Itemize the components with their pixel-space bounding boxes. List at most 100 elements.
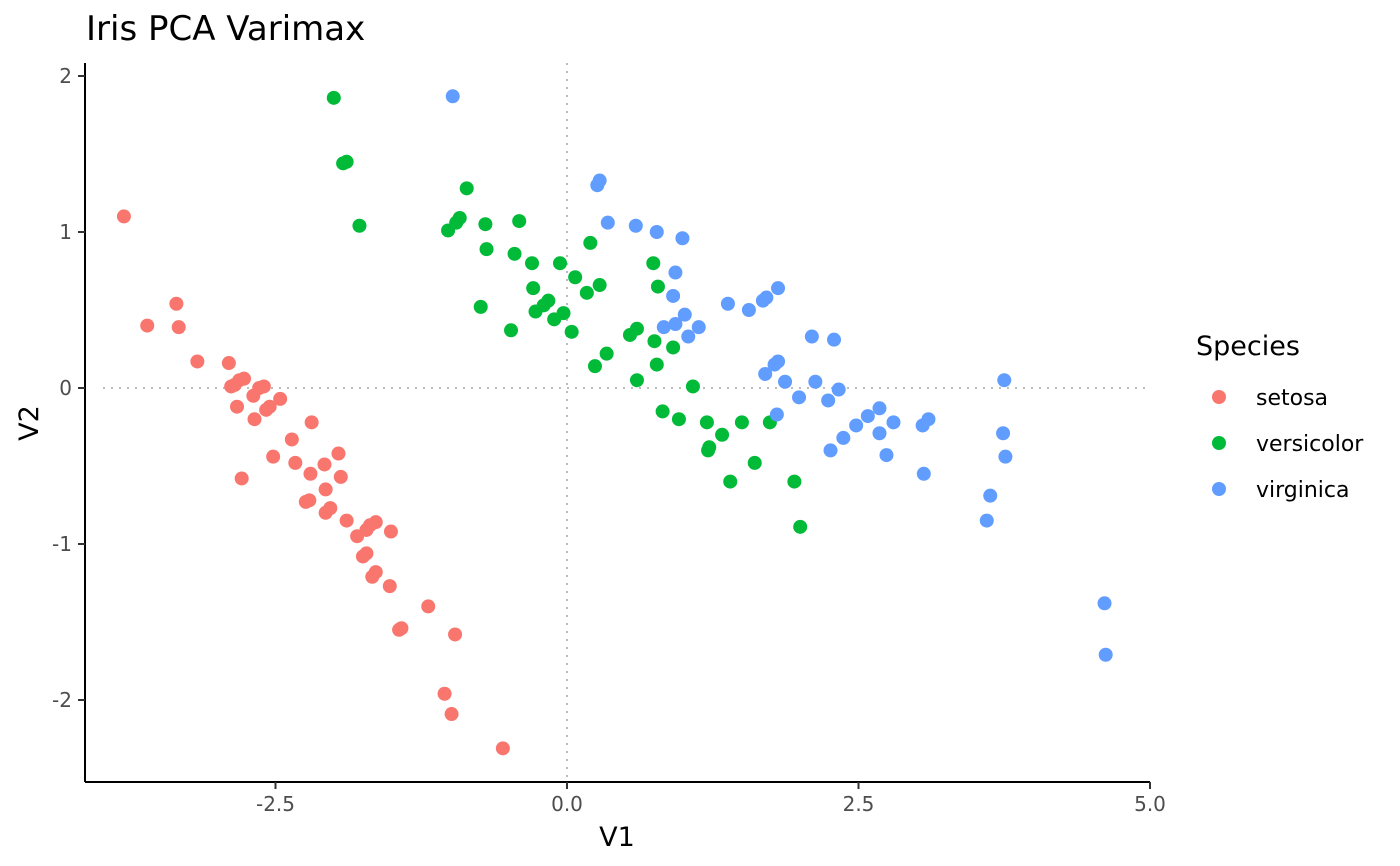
data-point-virginica — [675, 231, 690, 246]
data-point-virginica — [804, 329, 819, 344]
data-point-versicolor — [553, 256, 568, 271]
legend-swatch — [1212, 436, 1226, 450]
data-point-virginica — [979, 513, 994, 528]
data-point-versicolor — [715, 427, 730, 442]
data-point-virginica — [872, 426, 887, 441]
data-point-setosa — [256, 379, 271, 394]
y-tick-label: 1 — [59, 220, 72, 244]
data-point-virginica — [668, 265, 683, 280]
data-point-virginica — [792, 390, 807, 405]
data-point-versicolor — [702, 440, 717, 455]
y-tick-label: -1 — [52, 532, 72, 556]
data-point-versicolor — [699, 415, 714, 430]
data-point-virginica — [860, 409, 875, 424]
data-point-versicolor — [685, 379, 700, 394]
data-point-versicolor — [479, 242, 494, 257]
legend-label: virginica — [1256, 478, 1350, 503]
data-point-virginica — [758, 366, 773, 381]
series-setosa — [116, 209, 510, 756]
data-point-virginica — [771, 281, 786, 296]
data-point-versicolor — [787, 474, 802, 489]
data-point-setosa — [284, 432, 299, 447]
data-point-versicolor — [339, 154, 354, 169]
data-point-setosa — [116, 209, 131, 224]
data-point-virginica — [592, 173, 607, 188]
data-point-virginica — [836, 430, 851, 445]
data-point-setosa — [302, 493, 317, 508]
data-point-versicolor — [723, 474, 738, 489]
data-point-setosa — [323, 501, 338, 516]
data-point-virginica — [628, 218, 643, 233]
data-point-virginica — [997, 373, 1012, 388]
data-point-versicolor — [587, 359, 602, 374]
data-point-virginica — [741, 303, 756, 317]
data-point-setosa — [448, 627, 463, 642]
data-point-setosa — [359, 546, 374, 561]
data-point-setosa — [333, 469, 348, 484]
data-point-versicolor — [734, 415, 749, 430]
legend-item-setosa: setosa — [1212, 386, 1328, 411]
data-point-versicolor — [666, 340, 681, 355]
data-point-virginica — [886, 415, 901, 430]
x-tick-label: -2.5 — [256, 792, 295, 816]
data-point-virginica — [600, 215, 615, 230]
data-point-versicolor — [507, 246, 522, 261]
data-point-setosa — [262, 399, 277, 414]
data-point-setosa — [234, 471, 249, 486]
legend-swatch — [1212, 482, 1226, 496]
data-point-virginica — [916, 466, 931, 481]
data-point-virginica — [921, 412, 936, 427]
data-point-versicolor — [512, 214, 527, 229]
ticks: -2.5 0.0 2.5 5.0 -2 -1 0 1 2 — [52, 64, 1166, 816]
legend-item-versicolor: versicolor — [1212, 432, 1364, 457]
data-point-versicolor — [592, 278, 607, 293]
data-point-virginica — [821, 393, 836, 408]
chart-title: Iris PCA Varimax — [86, 9, 365, 49]
series-versicolor — [326, 90, 808, 534]
data-point-virginica — [831, 382, 846, 397]
data-point-virginica — [691, 320, 706, 335]
data-point-setosa — [495, 741, 510, 756]
data-point-setosa — [331, 446, 346, 461]
data-point-setosa — [383, 524, 398, 539]
data-point-versicolor — [526, 281, 541, 296]
data-point-virginica — [677, 307, 692, 322]
axes — [84, 63, 1150, 783]
data-point-setosa — [303, 466, 318, 481]
data-point-virginica — [827, 332, 842, 347]
legend-item-virginica: virginica — [1212, 478, 1350, 503]
data-point-virginica — [778, 374, 793, 389]
data-point-virginica — [879, 448, 894, 463]
data-point-virginica — [808, 374, 823, 389]
data-point-setosa — [444, 707, 459, 722]
data-point-setosa — [339, 513, 354, 528]
data-point-versicolor — [352, 218, 367, 233]
data-point-setosa — [230, 399, 245, 414]
data-point-setosa — [169, 296, 184, 311]
data-point-setosa — [437, 686, 452, 701]
data-point-versicolor — [473, 299, 488, 314]
data-point-versicolor — [647, 334, 662, 349]
data-point-versicolor — [564, 324, 579, 339]
data-point-virginica — [649, 225, 664, 239]
y-tick-label: 2 — [59, 64, 72, 88]
data-point-versicolor — [504, 323, 519, 338]
data-point-setosa — [221, 356, 236, 371]
data-point-versicolor — [579, 285, 594, 300]
data-point-setosa — [266, 449, 281, 464]
points-layer — [116, 89, 1113, 756]
data-point-versicolor — [629, 373, 644, 388]
x-tick-label: 2.5 — [843, 792, 875, 816]
data-point-setosa — [247, 412, 262, 427]
legend-label: setosa — [1256, 386, 1328, 411]
data-point-setosa — [190, 354, 205, 369]
data-point-virginica — [1098, 647, 1113, 662]
data-point-virginica — [771, 354, 786, 369]
data-point-versicolor — [326, 90, 341, 105]
data-point-virginica — [849, 418, 864, 433]
data-point-virginica — [769, 407, 784, 422]
data-point-versicolor — [478, 217, 493, 232]
data-point-setosa — [317, 457, 332, 472]
data-point-setosa — [368, 565, 383, 580]
